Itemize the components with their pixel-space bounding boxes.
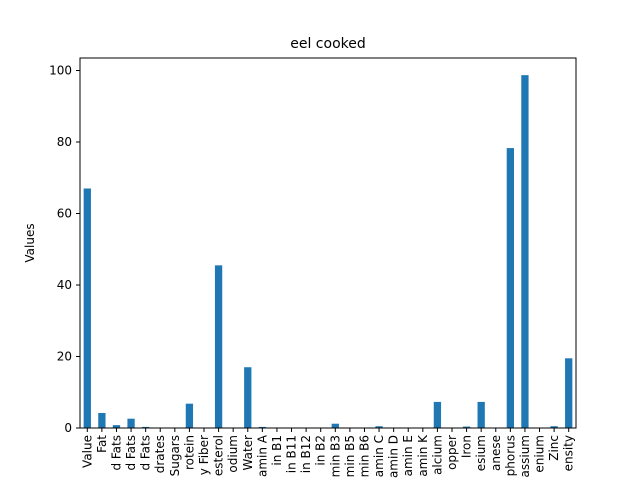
bar [127,418,135,428]
bar [258,426,266,428]
x-tick-label: ensity [562,435,576,471]
x-tick-label: amin C [372,435,386,477]
x-tick-label: d Fats [139,435,153,471]
bar [550,426,558,428]
x-tick-label: Fat [95,435,109,453]
x-tick-label: in B2 [314,435,328,466]
bar [112,425,121,428]
x-tick-label: anese [489,435,503,471]
y-tick-label: 20 [57,350,72,364]
chart-title: eel cooked [290,36,366,52]
x-tick-label: phorus [503,435,517,476]
x-tick-label: Zinc [547,435,561,461]
x-tick-label: amin D [387,435,401,478]
bar [462,426,471,428]
y-tick-label: 60 [57,207,72,221]
x-tick-label: min B6 [357,435,371,477]
x-tick-label: Value [80,435,94,468]
y-tick-label: 100 [49,64,72,78]
x-tick-label: opper [445,435,459,470]
x-axis-ticks: Value Fat d Fats d Fats d Fats drates Sugars ro… [80,428,576,478]
x-tick-label: min B3 [328,435,342,477]
bar [214,265,223,428]
x-tick-label: amin K [416,434,430,477]
x-tick-label: alcium [430,435,444,475]
x-tick-label: drates [153,435,167,473]
bar [477,401,485,428]
bar [506,148,514,428]
x-tick-label: Sugars [168,435,182,476]
bar [433,401,442,428]
x-tick-label: Water [241,435,255,471]
x-tick-label: assium [518,435,532,478]
y-axis-ticks: 0 20 40 60 80 100 [49,64,80,435]
bar [98,412,106,428]
x-tick-label: amin E [401,435,415,476]
bar [565,358,573,428]
x-tick-label: amin A [255,434,269,477]
x-tick-label: d Fats [124,435,138,471]
bar [331,423,339,428]
x-tick-label: d Fats [109,435,123,471]
x-tick-label: enium [533,435,547,473]
y-axis-label: Values [23,223,37,262]
bar [244,367,252,428]
y-tick-label: 0 [64,421,72,435]
x-tick-label: Iron [460,435,474,458]
x-tick-label: esium [474,435,488,471]
x-tick-label: in B12 [299,435,313,473]
x-tick-label: in B11 [285,435,299,473]
bar [185,403,194,428]
x-tick-label: min B5 [343,435,357,477]
bar [521,75,529,428]
x-tick-label: rotein [182,435,196,470]
bars-group [83,75,573,428]
x-tick-label: esterol [212,435,226,476]
plot-area-frame [79,57,577,429]
x-tick-label: y Fiber [197,435,211,475]
bar [83,188,91,428]
y-tick-label: 80 [57,135,72,149]
bar [375,426,383,428]
x-tick-label: in B1 [270,435,284,466]
bar [142,426,150,428]
y-tick-label: 40 [57,278,72,292]
x-tick-label: odium [226,435,240,473]
